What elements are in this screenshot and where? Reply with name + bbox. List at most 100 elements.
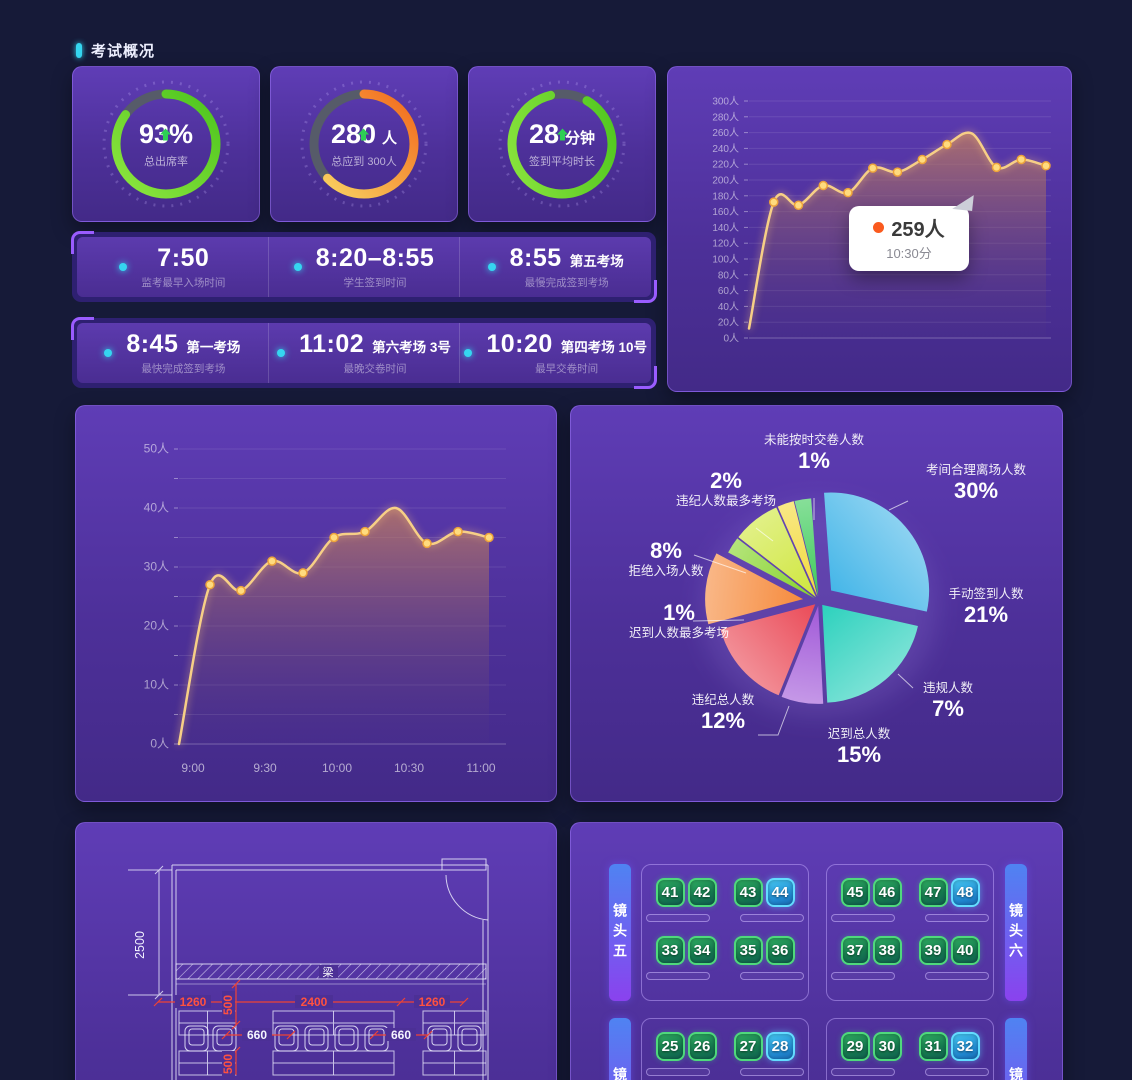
data-point-marker — [868, 163, 878, 173]
pie-label-connector — [897, 673, 914, 689]
time-suffix: 第五考场 — [569, 254, 624, 269]
time-suffix: 第六考场 3号 — [372, 340, 451, 355]
seat-43[interactable]: 43 — [733, 878, 763, 907]
gauge-label: 签到平均时长 — [529, 156, 595, 168]
cyan-dot-icon — [464, 349, 473, 357]
gauge-card-signed: 280 人总应到 300人 — [270, 66, 458, 222]
desk — [925, 1068, 989, 1076]
room-trend-card: 0人 10人 20人 30人 40人 50人 9:00 9:30 10:00 10:30 11:00 — [75, 405, 557, 802]
desk — [831, 1068, 895, 1076]
seat-33[interactable]: 33 — [655, 936, 685, 965]
svg-text:660: 660 — [391, 1028, 411, 1042]
pie-slice — [824, 492, 930, 612]
data-point-marker — [942, 139, 952, 150]
svg-text:10:30: 10:30 — [394, 761, 424, 775]
up-arrow-icon — [160, 128, 172, 141]
seat-30[interactable]: 30 — [872, 1032, 902, 1061]
camera-label[interactable]: 镜头 — [1005, 1018, 1027, 1080]
pie-slice — [781, 605, 824, 704]
svg-text:60人: 60人 — [718, 285, 739, 297]
section-marker-icon — [76, 43, 82, 58]
seat-48[interactable]: 48 — [950, 878, 980, 907]
svg-text:1260: 1260 — [419, 995, 446, 1009]
desk — [646, 972, 710, 980]
time-suffix: 第四考场 10号 — [560, 340, 648, 355]
seat-45[interactable]: 45 — [840, 878, 870, 907]
seat-46[interactable]: 46 — [872, 878, 902, 907]
svg-text:140人: 140人 — [712, 222, 739, 234]
tooltip-value: 259人 — [891, 219, 945, 241]
gauge-ring — [300, 80, 428, 208]
chair — [274, 1025, 299, 1052]
camera-label[interactable]: 镜头五 — [609, 864, 631, 1001]
attendance-trend-card: 0人 20人 40人 60人 80人 100人 120人 140人 160人 180人 200人 22… — [667, 66, 1072, 392]
svg-text:120人: 120人 — [712, 238, 739, 250]
chair — [334, 1025, 359, 1052]
seat-25[interactable]: 25 — [655, 1032, 685, 1061]
svg-text:2400: 2400 — [301, 995, 328, 1009]
svg-text:40人: 40人 — [718, 301, 739, 313]
gauge-text: 280 人总应到 300人 — [331, 119, 397, 169]
data-point-marker — [453, 526, 463, 537]
seat-26[interactable]: 26 — [687, 1032, 717, 1061]
seat-panel: 25 26 27 28 — [641, 1018, 809, 1080]
seat-27[interactable]: 27 — [733, 1032, 763, 1061]
time-value: 11:02 — [299, 330, 365, 358]
data-point-marker — [818, 180, 828, 191]
seat-42[interactable]: 42 — [687, 878, 717, 907]
seat-38[interactable]: 38 — [872, 936, 902, 965]
time-stat-item: 7:50 监考最早入场时间 — [77, 237, 268, 297]
seat-28[interactable]: 28 — [765, 1032, 795, 1061]
time-value: 10:20 — [486, 330, 553, 358]
seat-44[interactable]: 44 — [765, 878, 795, 907]
data-point-marker — [1016, 154, 1026, 165]
gauge-unit: 分钟 — [565, 130, 596, 147]
seat-41[interactable]: 41 — [655, 878, 685, 907]
gauge-label: 总应到 300人 — [331, 156, 397, 168]
time-stat-label: 最快完成签到考场 — [141, 363, 226, 375]
data-point-marker — [422, 538, 432, 549]
pie-chart-card: 未能按时交卷人数 1% 考间合理离场人数 30% 手动签到人数 21% 违规人数 7% 迟到总人… — [570, 405, 1063, 802]
gauge-ring — [102, 80, 230, 208]
door-swing-arc — [445, 874, 489, 921]
desk — [646, 914, 710, 922]
section-title: 考试概况 — [91, 43, 156, 60]
chairs — [184, 1025, 482, 1052]
seat-panel: 41 42 43 44 33 34 35 36 — [641, 864, 809, 1001]
seat-47[interactable]: 47 — [918, 878, 948, 907]
data-point-marker — [236, 585, 246, 596]
seat-32[interactable]: 32 — [950, 1032, 980, 1061]
svg-text:220人: 220人 — [712, 159, 739, 171]
data-point-marker — [205, 579, 215, 590]
pie-slice — [794, 498, 819, 597]
svg-text:240人: 240人 — [712, 143, 739, 155]
seat-40[interactable]: 40 — [950, 936, 980, 965]
seat-31[interactable]: 31 — [918, 1032, 948, 1061]
data-point-marker — [1041, 161, 1051, 171]
svg-text:1260: 1260 — [180, 995, 207, 1009]
svg-text:280人: 280人 — [712, 111, 739, 123]
seat-37[interactable]: 37 — [840, 936, 870, 965]
seat-34[interactable]: 34 — [687, 936, 717, 965]
svg-text:9:30: 9:30 — [253, 761, 277, 775]
data-point-marker — [484, 532, 494, 543]
camera-label[interactable]: 镜头 — [609, 1018, 631, 1080]
seat-35[interactable]: 35 — [733, 936, 763, 965]
seat-36[interactable]: 36 — [765, 936, 795, 965]
svg-text:10:00: 10:00 — [322, 761, 352, 775]
desk — [925, 972, 989, 980]
svg-text:300人: 300人 — [712, 96, 739, 108]
tooltip-time: 10:30分 — [886, 246, 932, 261]
gauge-ring — [498, 80, 626, 208]
seat-29[interactable]: 29 — [840, 1032, 870, 1061]
camera-label[interactable]: 镜头六 — [1005, 864, 1027, 1001]
pie-label-connector — [692, 619, 745, 622]
data-point-marker — [298, 568, 308, 578]
svg-text:20人: 20人 — [718, 317, 739, 329]
time-stat-item: 8:55 第五考场 最慢完成签到考场 — [459, 237, 651, 297]
gauge-text: 93%总出席率 — [139, 119, 193, 169]
seat-39[interactable]: 39 — [918, 936, 948, 965]
data-point-marker — [991, 162, 1002, 173]
svg-text:30人: 30人 — [144, 560, 169, 574]
